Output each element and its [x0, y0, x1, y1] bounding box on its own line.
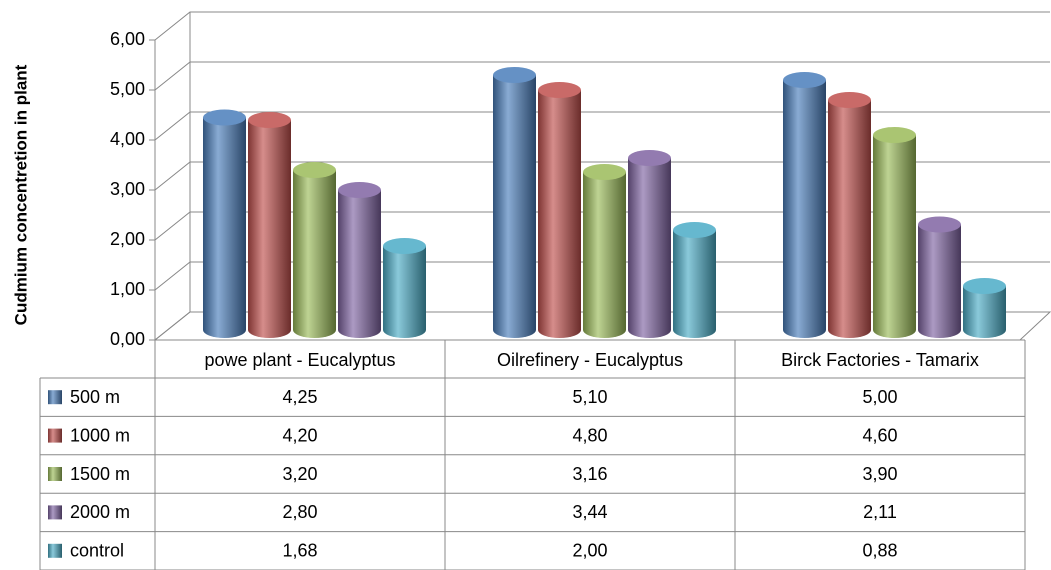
bar-body: [293, 170, 336, 330]
table-cell: 5,00: [862, 387, 897, 407]
legend-key: [48, 505, 62, 520]
bar-body: [538, 90, 581, 330]
grid-line: [149, 61, 1050, 91]
bar-body: [203, 117, 246, 330]
y-axis-title: Cudmium concentretion in plant: [11, 64, 30, 325]
bar-top: [963, 278, 1006, 294]
bar-top: [248, 112, 291, 128]
bar-top: [628, 150, 671, 166]
bar: [383, 238, 426, 338]
bar-top: [338, 182, 381, 198]
bar-top: [918, 216, 961, 233]
legend-label: 500 m: [70, 387, 120, 407]
table-cell: 5,10: [572, 387, 607, 407]
table-cell: 4,20: [282, 425, 317, 445]
bar-top: [583, 164, 626, 180]
legend-key: [48, 428, 62, 443]
bar-body: [673, 230, 716, 330]
grid-line: [149, 111, 1050, 141]
bar: [203, 109, 246, 338]
x-tick-label: Birck Factories - Tamarix: [781, 350, 979, 370]
bar-body: [828, 100, 871, 330]
y-tick-label: 4,00: [110, 129, 145, 149]
bar: [783, 72, 826, 338]
legend-label: control: [70, 541, 124, 561]
bar-top: [293, 162, 336, 178]
y-tick-label: 5,00: [110, 79, 145, 99]
bar-body: [493, 75, 536, 330]
table-cell: 4,60: [862, 425, 897, 445]
grid-line: [149, 161, 1050, 191]
bar-body: [248, 120, 291, 330]
bar: [248, 112, 291, 338]
bar-body: [873, 135, 916, 330]
y-tick-label: 3,00: [110, 179, 145, 199]
bar: [963, 278, 1006, 338]
x-tick-label: powe plant - Eucalyptus: [204, 350, 395, 370]
legend-key: [48, 543, 62, 558]
bar: [873, 127, 916, 338]
legend-label: 1500 m: [70, 464, 130, 484]
y-tick-label: 2,00: [110, 229, 145, 249]
legend-label: 1000 m: [70, 425, 130, 445]
table-cell: 1,68: [282, 541, 317, 561]
bar-top: [783, 72, 826, 88]
bar-body: [338, 190, 381, 330]
bar: [828, 92, 871, 338]
bar-top: [538, 82, 581, 98]
bar-top: [873, 127, 916, 143]
x-tick-label: Oilrefinery - Eucalyptus: [497, 350, 683, 370]
bar: [628, 150, 671, 338]
table-cell: 4,80: [572, 425, 607, 445]
bar: [293, 162, 336, 338]
legend-key: [48, 467, 62, 481]
bar: [338, 182, 381, 338]
bar: [918, 216, 961, 338]
table-cell: 4,25: [282, 387, 317, 407]
table-cell: 2,11: [863, 502, 897, 522]
bar-top: [673, 222, 716, 238]
bar-body: [918, 224, 961, 330]
table-cell: 3,20: [282, 464, 317, 484]
bar-body: [383, 246, 426, 330]
bar-top: [203, 109, 246, 126]
table-cell: 2,00: [572, 541, 607, 561]
bar-body: [628, 158, 671, 330]
bar-body: [783, 80, 826, 330]
bar-body: [583, 172, 626, 330]
bar: [538, 82, 581, 338]
table-cell: 3,90: [862, 464, 897, 484]
table-cell: 2,80: [282, 502, 317, 522]
y-tick-label: 0,00: [110, 329, 145, 349]
table-cell: 3,16: [572, 464, 607, 484]
table-cell: 3,44: [572, 502, 607, 522]
y-tick-label: 6,00: [110, 29, 145, 49]
legend-key: [48, 390, 62, 405]
bar-top: [493, 67, 536, 83]
table-cell: 0,88: [862, 541, 897, 561]
bar-top: [828, 92, 871, 108]
bar: [673, 222, 716, 338]
bar-top: [383, 238, 426, 254]
y-tick-label: 1,00: [110, 279, 145, 299]
bar: [583, 164, 626, 338]
grid-line: [149, 11, 1050, 41]
bar: [493, 67, 536, 338]
legend-label: 2000 m: [70, 502, 130, 522]
